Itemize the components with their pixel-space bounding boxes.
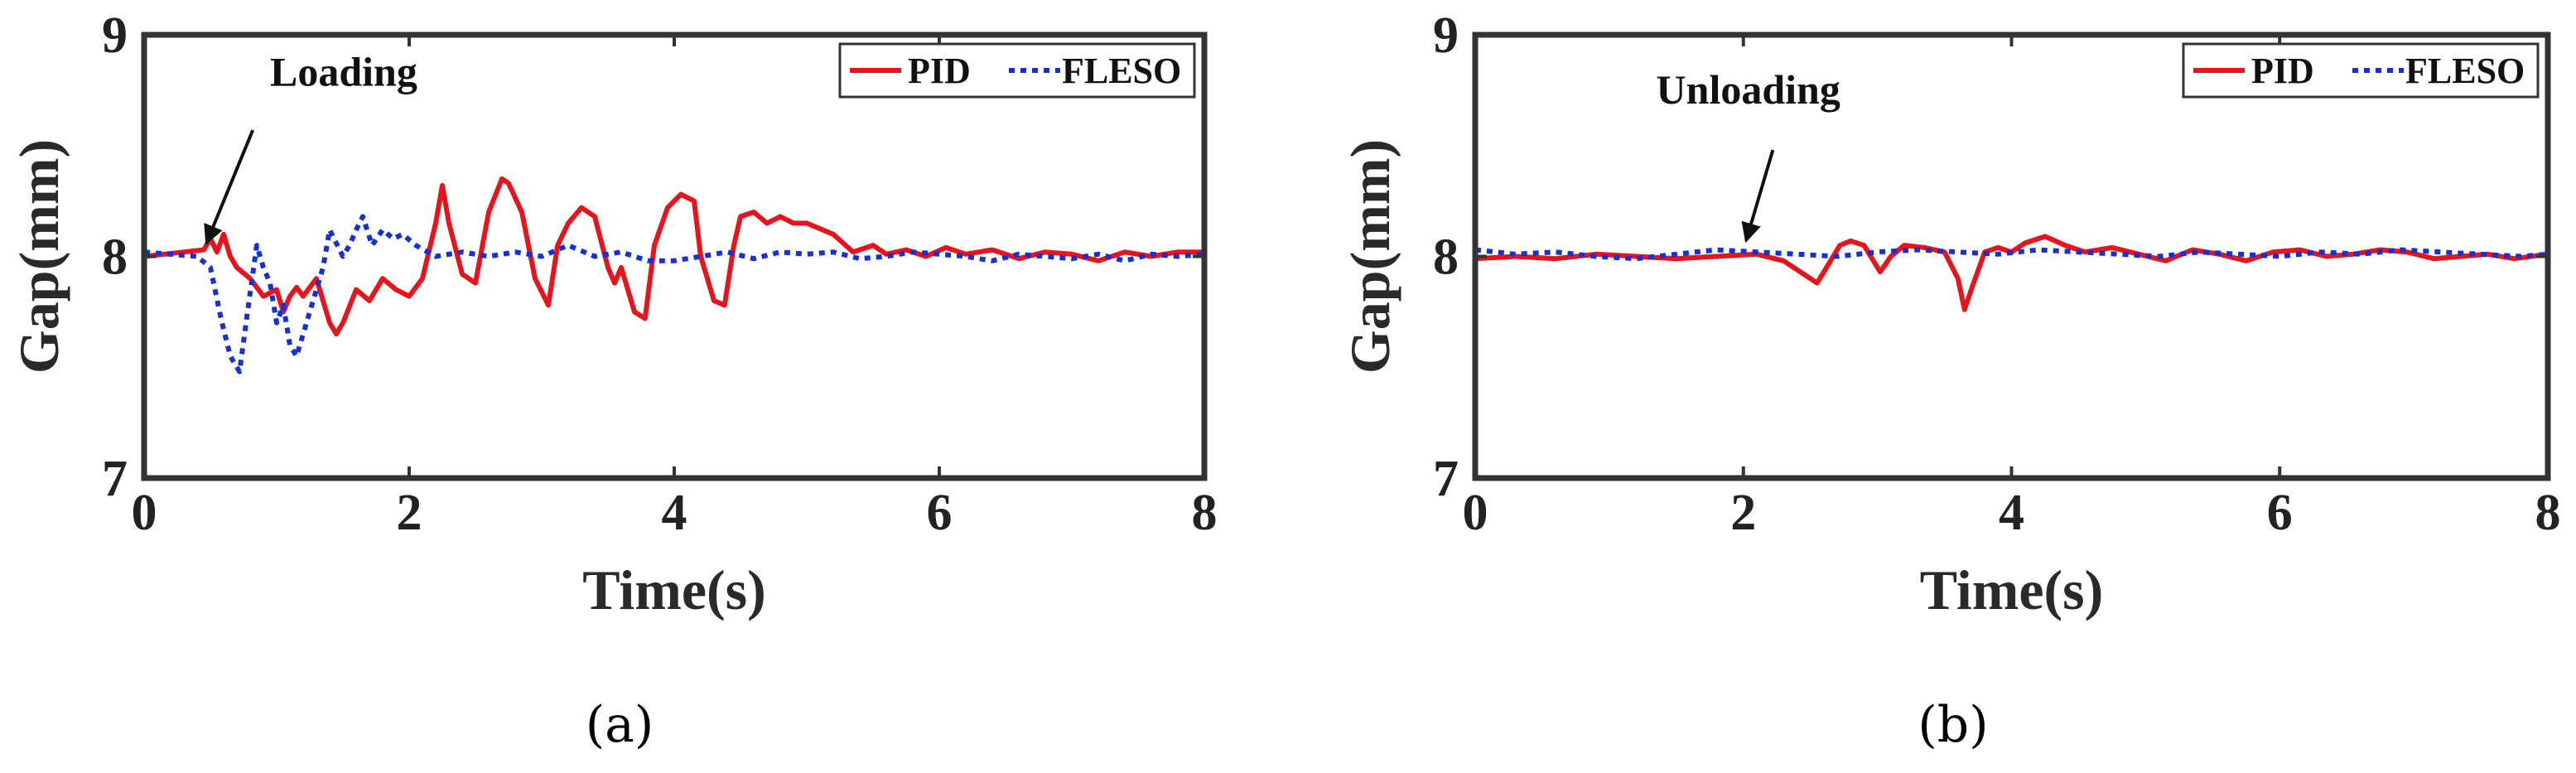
series-line-fleso — [143, 214, 1205, 374]
x-tick-label: 2 — [1730, 485, 1756, 541]
x-tick-label: 8 — [2535, 485, 2561, 541]
y-tick-label: 7 — [102, 451, 128, 507]
panel-caption: (a) — [586, 696, 654, 754]
x-tick-label: 6 — [927, 485, 953, 541]
x-axis-label: Time(s) — [582, 558, 766, 621]
x-tick-label: 6 — [2267, 485, 2293, 541]
series-line-pid — [1473, 234, 2550, 312]
legend-label-pid: PID — [2251, 51, 2314, 91]
y-tick-label: 8 — [1433, 229, 1459, 286]
x-tick-label: 2 — [397, 485, 422, 541]
annotation-arrow — [204, 129, 255, 245]
series-line-fleso — [1474, 247, 2549, 262]
y-axis-label: Gap(mm) — [1339, 139, 1401, 374]
legend-label-fleso: FLESO — [1062, 51, 1181, 91]
annotation-text: Unloading — [1657, 66, 1840, 113]
annotation-arrow — [1741, 149, 1775, 244]
legend-label-pid: PID — [908, 51, 971, 91]
legend-label-fleso: FLESO — [2405, 51, 2525, 91]
x-tick-label: 4 — [662, 485, 687, 541]
y-tick-label: 9 — [102, 7, 128, 64]
x-axis-label: Time(s) — [1920, 558, 2104, 621]
panel-caption: (b) — [1918, 696, 1988, 754]
y-tick-label: 9 — [1433, 7, 1459, 64]
y-axis-label: Gap(mm) — [7, 139, 70, 374]
x-tick-label: 8 — [1192, 485, 1218, 541]
y-tick-label: 7 — [1433, 451, 1459, 507]
x-tick-label: 4 — [1999, 485, 2024, 541]
legend-box — [838, 42, 1196, 99]
y-tick-label: 8 — [102, 229, 128, 286]
x-tick-label: 0 — [132, 485, 157, 541]
chart-panel-b: 0 2 4 6 8 7 8 9 Time(s) Gap(mm) PID FLESO Unloading (… — [1339, 7, 2561, 754]
annotation-text: Loading — [270, 49, 417, 95]
x-tick-label: 0 — [1463, 485, 1488, 541]
chart-panel-a: 0 2 4 6 8 7 8 9 Time(s) Gap(mm) PID FLESO Loading (a) — [7, 7, 1218, 754]
series-line-pid — [142, 176, 1207, 337]
plot-area — [144, 35, 1204, 478]
